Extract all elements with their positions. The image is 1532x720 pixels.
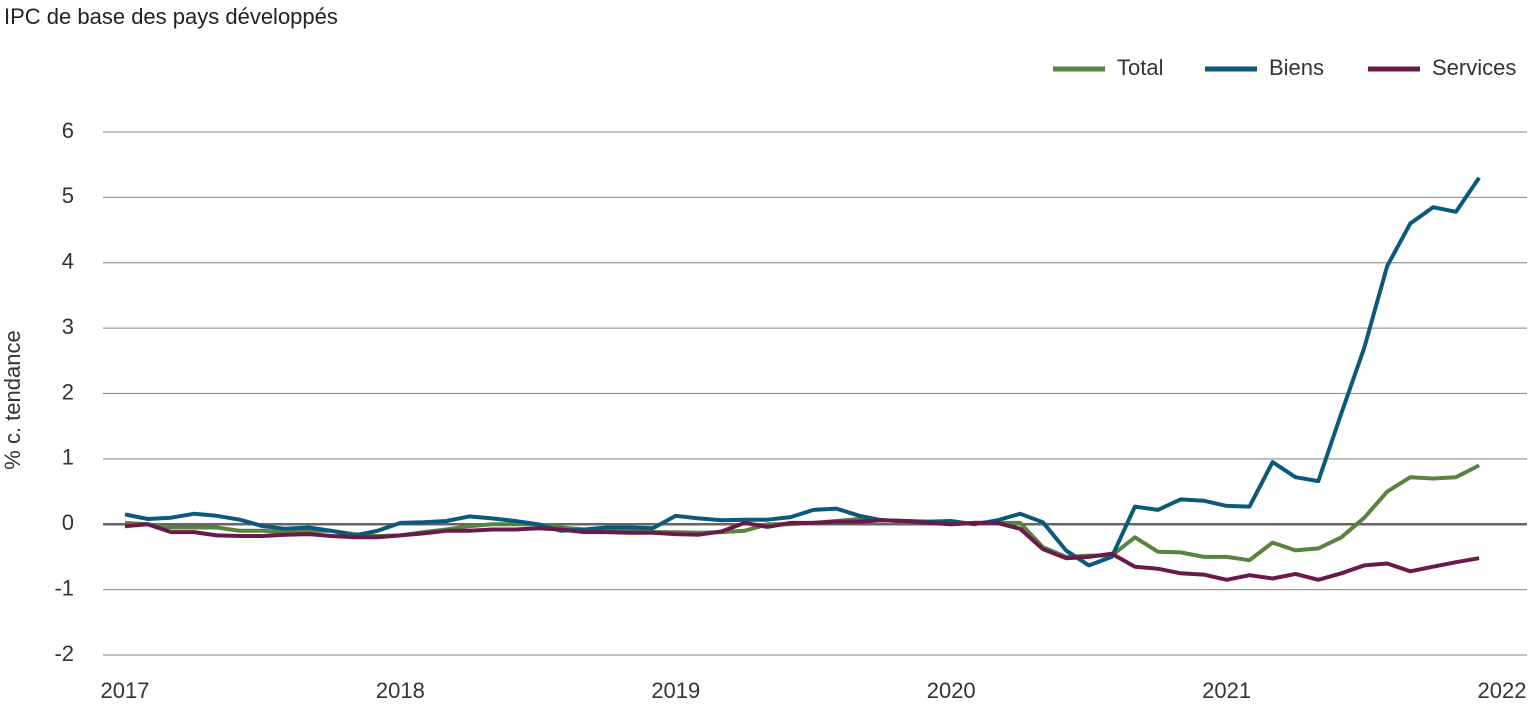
y-tick-label: 5 <box>62 183 74 208</box>
x-tick-label: 2018 <box>376 678 425 703</box>
legend-label: Total <box>1117 55 1163 80</box>
y-tick-label: 0 <box>62 510 74 535</box>
y-tick-label: 6 <box>62 118 74 143</box>
series-line <box>124 518 1480 582</box>
y-tick-label: 4 <box>62 249 74 274</box>
legend-label: Biens <box>1269 55 1324 80</box>
x-tick-label: 2021 <box>1202 678 1251 703</box>
y-axis-label: % c. tendance <box>0 330 25 469</box>
x-tick-label: 2017 <box>101 678 150 703</box>
y-tick-label: -1 <box>54 575 74 600</box>
legend-label: Services <box>1432 55 1516 80</box>
x-tick-label: 2022 <box>1478 678 1527 703</box>
y-tick-label: 2 <box>62 379 74 404</box>
series-line <box>124 176 1481 568</box>
y-tick-label: 3 <box>62 314 74 339</box>
x-tick-label: 2019 <box>651 678 700 703</box>
y-tick-label: -2 <box>54 641 74 666</box>
chart-title: IPC de base des pays développés <box>4 4 338 29</box>
x-tick-label: 2020 <box>927 678 976 703</box>
y-tick-label: 1 <box>62 445 74 470</box>
